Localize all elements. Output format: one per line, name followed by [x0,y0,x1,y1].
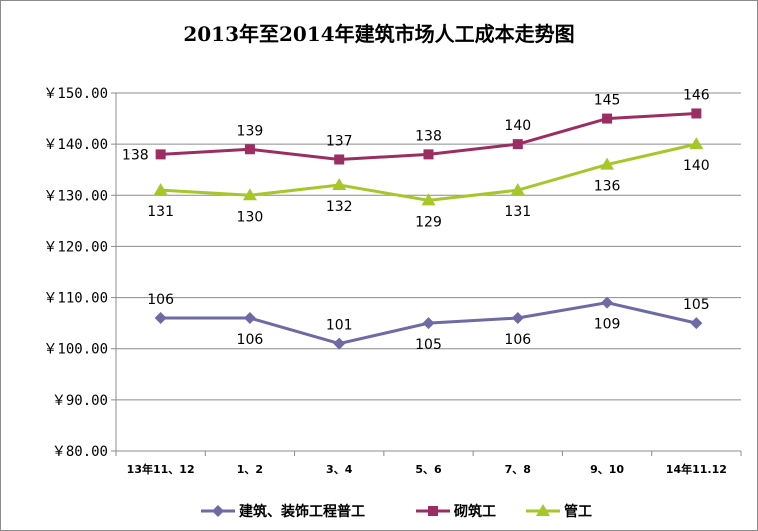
data-label: 140 [504,118,531,134]
data-point [154,312,167,325]
data-label: 130 [237,209,264,225]
data-point [510,183,525,196]
data-labels: 106 106 101 105 106 109 105 138 139 137 138 140 145 1… [122,87,710,353]
data-point [244,144,255,155]
x-tick-label: 9、10 [590,463,624,476]
y-tick-label: ￥110.00 [43,291,108,307]
data-point [153,183,168,196]
y-tick-label: ￥140.00 [43,137,108,153]
data-label: 138 [415,128,442,144]
data-point [601,296,614,309]
data-label: 145 [594,93,621,109]
legend-marker [212,505,224,517]
data-label: 129 [415,214,442,230]
data-point [511,312,524,325]
data-point [690,317,703,330]
data-label: 140 [683,158,710,174]
data-label: 137 [326,133,353,149]
data-label: 138 [122,147,149,163]
data-label: 101 [326,318,353,334]
data-point [333,337,346,350]
x-tick-label: 5、6 [415,463,442,476]
y-axis-ticks: ￥150.00 ￥140.00 ￥130.00 ￥120.00 ￥110.00 ￥100.… [43,86,108,460]
data-label: 109 [594,317,621,333]
legend-label: 砌筑工 [453,503,496,520]
legend: 建筑、装饰工程普工 砌筑工 管工 [201,503,592,520]
data-label: 131 [147,204,174,220]
data-point [155,149,166,160]
x-tick-label: 3、4 [326,463,353,476]
data-point [421,193,436,206]
data-label: 105 [415,337,442,353]
series-lines [153,108,704,350]
data-point [422,317,435,330]
data-point [689,137,704,150]
data-label: 106 [504,332,531,348]
x-tick-label: 13年11、12 [127,462,195,476]
y-tick-label: ￥80.00 [52,444,108,460]
data-label: 106 [147,292,174,308]
data-point [691,108,702,119]
data-label: 139 [237,123,264,139]
data-label: 132 [326,199,353,215]
data-point [600,157,615,170]
x-tick-label: 1、2 [237,463,263,476]
legend-marker [536,504,550,516]
data-point [243,312,256,325]
legend-label: 管工 [564,503,592,520]
legend-label: 建筑、装饰工程普工 [239,503,365,520]
data-point [334,154,345,165]
y-tick-label: ￥150.00 [43,86,108,102]
chart-title: 2013年至2014年建筑市场人工成本走势图 [183,22,574,46]
legend-marker [428,506,438,516]
data-point [602,113,613,124]
data-point [332,178,347,191]
y-tick-label: ￥130.00 [43,188,108,204]
x-tick-label: 14年11.12 [666,462,727,476]
data-point [512,139,523,150]
x-axis-ticks: 13年11、12 1、2 3、4 5、6 7、8 9、10 14年11.12 [127,462,727,476]
data-label: 131 [504,204,531,220]
data-label: 136 [594,179,621,195]
y-tick-label: ￥100.00 [43,342,108,358]
data-label: 146 [683,87,710,103]
y-tick-label: ￥120.00 [43,239,108,255]
data-label: 106 [237,332,264,348]
data-point [242,188,257,201]
data-label: 105 [683,297,710,313]
data-point [423,149,434,160]
y-tick-label: ￥90.00 [52,393,108,409]
x-tick-label: 7、8 [505,463,531,476]
gridlines [111,92,742,456]
